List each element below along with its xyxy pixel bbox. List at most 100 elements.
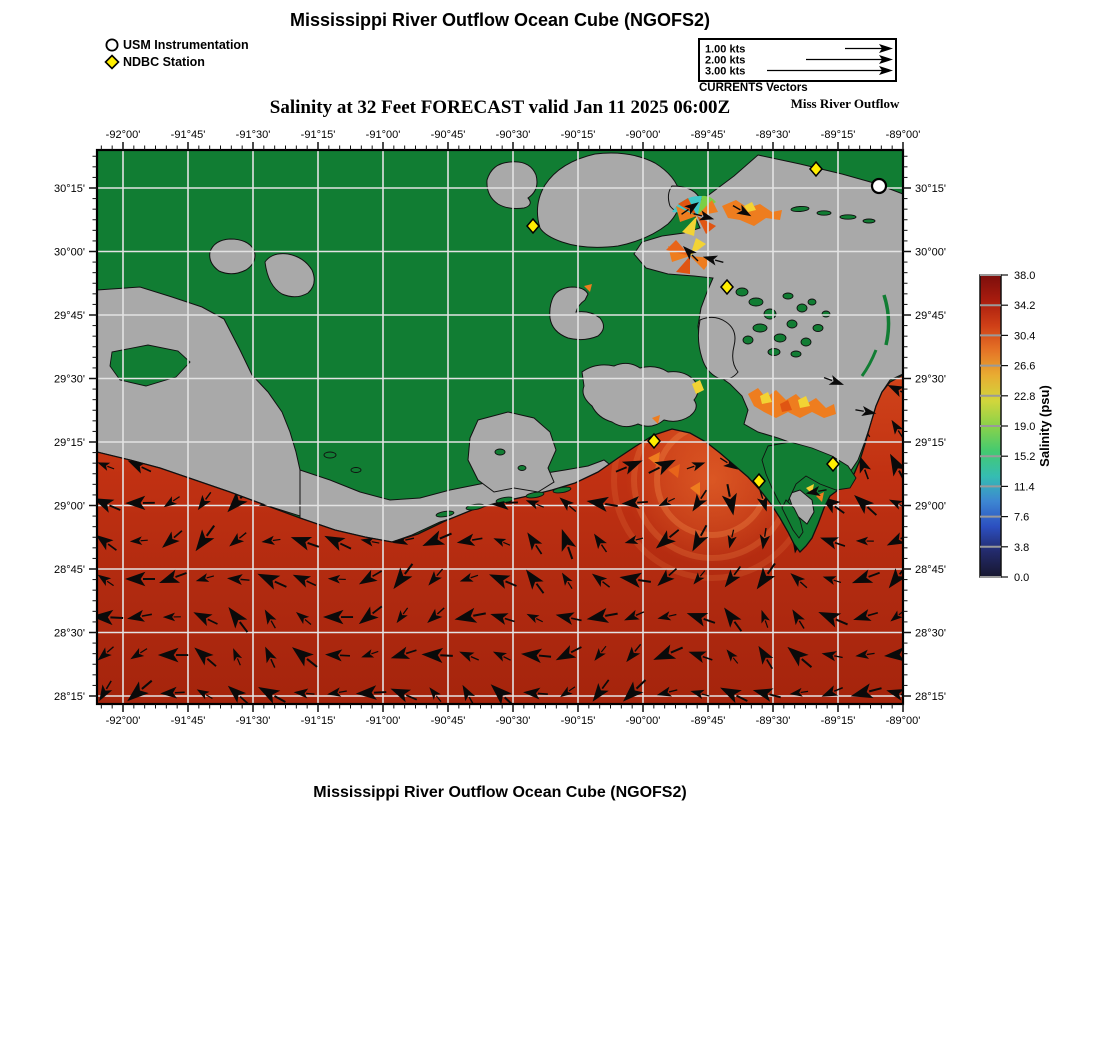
current-arrow-icon <box>561 572 573 589</box>
colorbar-label: Salinity (psu) <box>1037 385 1052 467</box>
current-arrow-icon <box>520 648 552 664</box>
y-axis-tick-label: 29°00' <box>54 501 85 513</box>
current-arrow-icon <box>721 484 737 516</box>
current-arrow-icon <box>290 536 320 551</box>
chandeleur-islands-arc <box>860 349 878 377</box>
current-arrow-icon <box>421 647 453 663</box>
current-arrow-icon <box>555 612 582 625</box>
y-axis-tick-label: 28°45' <box>54 564 85 576</box>
current-arrow-icon <box>195 573 215 582</box>
biloxi-marsh-island <box>742 335 754 345</box>
current-arrow-icon <box>193 612 218 627</box>
currents-arrow-head <box>879 44 893 53</box>
current-arrow-icon <box>657 567 678 586</box>
current-arrow-icon <box>720 687 748 704</box>
current-arrow-icon <box>657 611 677 621</box>
map-border <box>95 148 905 706</box>
marsh-speck <box>350 467 362 473</box>
plume-borgne <box>690 256 712 270</box>
x-axis-tick-label: -90°15' <box>561 129 596 141</box>
biloxi-marsh-island <box>807 298 817 306</box>
x-axis-tick-label: -89°15' <box>821 715 856 727</box>
current-arrow-icon <box>325 649 350 662</box>
currents-speed-label: 3.00 kts <box>705 66 745 78</box>
x-axis-tick-label: -90°00' <box>626 715 661 727</box>
plume-coast-streak-yellow <box>744 202 756 212</box>
y-axis-tick-label: 28°15' <box>54 691 85 703</box>
plume-south-band-yellow <box>798 396 810 408</box>
current-arrow-icon <box>291 647 318 668</box>
plume-delta-channel <box>668 464 680 478</box>
biloxi-marsh-island <box>821 310 831 318</box>
current-arrow-icon <box>227 574 250 585</box>
current-arrow-icon <box>396 607 409 624</box>
current-arrow-icon <box>888 499 903 510</box>
current-arrow-icon <box>264 609 277 629</box>
x-axis-tick-label: -91°15' <box>301 129 336 141</box>
colorbar-tick-label: 22.8 <box>1014 391 1035 403</box>
plume-coast-streak <box>722 200 782 226</box>
current-arrow-icon <box>490 613 515 625</box>
current-arrow-icon <box>97 609 124 626</box>
current-arrow-icon <box>162 530 183 548</box>
current-arrow-icon <box>692 489 708 512</box>
current-arrow-icon <box>97 574 114 587</box>
current-arrow-icon <box>454 607 486 623</box>
y-axis-tick-label: 30°15' <box>915 183 946 195</box>
colorbar-tick-label: 15.2 <box>1014 451 1035 463</box>
plume-speck <box>652 415 660 424</box>
y-axis-tick-label: 28°30' <box>915 628 946 640</box>
legend-row-usm: USM Instrumentation <box>104 36 249 53</box>
current-arrow-icon <box>787 646 813 668</box>
current-arrow-icon <box>693 210 715 221</box>
biloxi-marsh-island <box>748 297 764 307</box>
x-axis-tick-label: -91°00' <box>366 129 401 141</box>
current-arrow-icon <box>422 530 452 546</box>
current-arrow-icon <box>390 688 418 703</box>
current-arrow-icon <box>884 647 903 662</box>
current-arrow-icon <box>761 609 771 628</box>
lake-nw-1 <box>209 238 256 275</box>
current-arrow-icon <box>99 680 113 702</box>
sound-island <box>839 214 857 220</box>
chandeleur-islands-arc <box>882 294 891 346</box>
x-axis-tick-label: -91°30' <box>236 129 271 141</box>
y-axis-tick-label: 29°30' <box>915 374 946 386</box>
biloxi-marsh-island <box>800 337 812 347</box>
current-arrow-icon <box>756 489 768 512</box>
current-arrow-icon <box>427 607 445 624</box>
current-arrow-icon <box>390 646 417 659</box>
current-arrow-icon <box>732 204 752 217</box>
current-arrow-icon <box>493 538 511 547</box>
current-arrow-icon <box>561 529 577 560</box>
colorbar-tick-label: 34.2 <box>1014 300 1035 312</box>
current-arrow-icon <box>594 533 608 553</box>
current-arrow-icon <box>690 689 710 700</box>
plume-speck <box>584 284 592 292</box>
current-arrow-icon <box>855 536 874 546</box>
current-arrow-icon <box>194 647 217 667</box>
plume-rigolets <box>697 216 716 234</box>
current-arrow-icon <box>490 684 515 704</box>
current-arrow-icon <box>890 609 903 622</box>
current-arrow-icon <box>702 255 724 266</box>
current-arrow-icon <box>658 496 676 507</box>
barrier-island <box>552 486 572 494</box>
current-arrow-icon <box>559 497 577 513</box>
x-axis-tick-label: -91°30' <box>236 715 271 727</box>
current-arrow-icon <box>492 651 511 662</box>
x-axis-tick-label: -90°45' <box>431 129 466 141</box>
marsh-speck <box>494 448 506 456</box>
current-arrow-icon <box>162 612 181 622</box>
biloxi-marsh-island <box>735 287 749 297</box>
biloxi-marsh-island <box>796 303 808 313</box>
marsh-speck <box>323 451 337 459</box>
page-title: Mississippi River Outflow Ocean Cube (NG… <box>289 10 711 30</box>
current-arrow-icon <box>97 498 121 513</box>
current-arrow-icon <box>129 536 148 545</box>
ndbc-station-marker <box>526 217 540 235</box>
current-arrow-icon <box>327 687 347 697</box>
x-axis-tick-label: -91°15' <box>301 715 336 727</box>
